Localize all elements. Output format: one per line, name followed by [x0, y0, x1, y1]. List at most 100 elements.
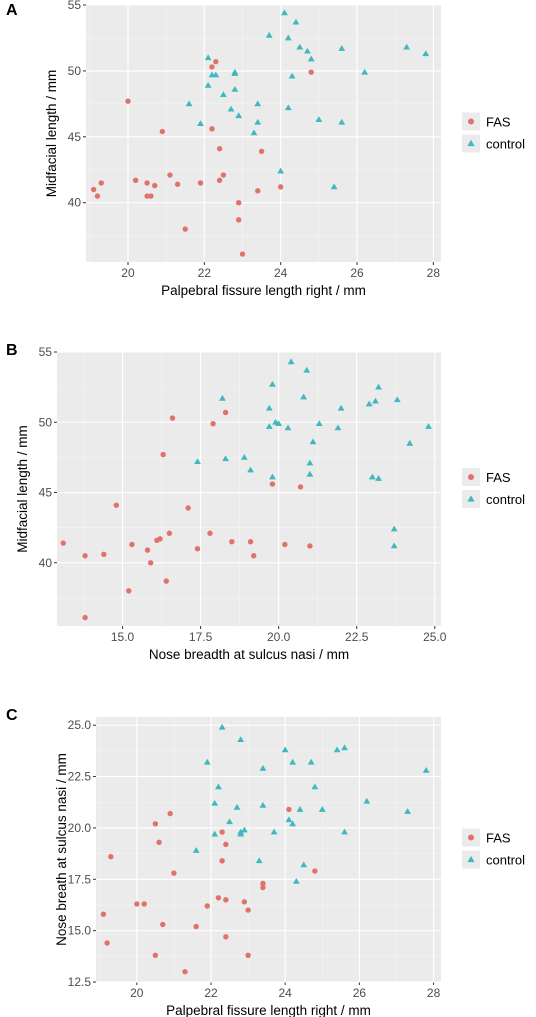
data-point-fas — [255, 188, 261, 194]
data-point-control — [270, 828, 278, 835]
data-point-control — [194, 458, 201, 464]
x-tick-label: 22 — [198, 266, 212, 280]
data-point-fas — [307, 543, 313, 549]
y-tick-label: 50 — [39, 415, 53, 429]
data-point-control — [288, 72, 296, 79]
data-point-control — [303, 47, 311, 54]
data-point-fas — [193, 923, 199, 930]
data-point-fas — [215, 895, 222, 901]
legend: FAS control — [462, 468, 525, 508]
y-tick-label: 12.5 — [68, 975, 92, 989]
data-point-fas — [297, 484, 304, 490]
data-point-control — [259, 764, 267, 771]
data-point-control — [425, 423, 432, 429]
x-tick-label: 15.0 — [111, 630, 135, 644]
data-point-control — [306, 459, 314, 466]
data-point-fas — [223, 841, 229, 848]
data-point-control — [292, 877, 300, 884]
y-tick-label: 25.0 — [68, 718, 92, 732]
data-point-fas — [185, 505, 191, 511]
x-tick-label: 25.0 — [423, 630, 447, 644]
y-axis-title: Midfacial length / mm — [15, 425, 30, 553]
data-point-fas — [209, 126, 215, 132]
legend-key-control — [467, 495, 475, 502]
data-point-fas — [129, 541, 135, 548]
data-point-control — [281, 9, 288, 16]
data-point-fas — [260, 880, 266, 887]
legend-key-fas — [468, 118, 474, 125]
y-tick-label: 55 — [39, 345, 53, 359]
y-tick-label: 50 — [68, 64, 82, 78]
data-point-control — [289, 758, 297, 765]
data-point-control — [235, 112, 243, 119]
x-tick-label: 28 — [427, 266, 441, 280]
data-point-fas — [209, 64, 215, 70]
data-point-control — [277, 167, 285, 174]
data-point-fas — [197, 180, 204, 186]
y-tick-label: 40 — [68, 196, 82, 210]
data-point-fas — [144, 193, 150, 199]
data-point-control — [185, 100, 193, 107]
data-point-fas — [60, 540, 66, 546]
data-point-fas — [286, 806, 292, 813]
data-point-fas — [241, 899, 248, 905]
data-point-control — [212, 71, 220, 78]
data-point-fas — [216, 177, 223, 183]
data-point-fas — [210, 420, 216, 427]
data-point-control — [341, 828, 348, 835]
legend-label-control: control — [486, 853, 525, 868]
data-point-control — [285, 816, 293, 823]
y-tick-label: 55 — [68, 0, 82, 12]
data-point-control — [203, 758, 211, 765]
data-point-control — [240, 826, 248, 833]
data-point-fas — [126, 588, 132, 594]
data-point-control — [338, 45, 346, 51]
x-tick-label: 20.0 — [267, 630, 291, 644]
data-point-control — [259, 801, 267, 808]
data-point-control — [296, 806, 304, 812]
data-point-fas — [220, 172, 227, 178]
data-point-control — [275, 420, 283, 427]
data-point-fas — [312, 868, 318, 874]
data-point-control — [255, 857, 263, 864]
data-point-control — [197, 120, 204, 126]
data-point-control — [215, 783, 222, 790]
data-point-control — [330, 183, 338, 190]
data-point-fas — [144, 547, 151, 553]
data-point-control — [269, 473, 276, 480]
data-point-control — [422, 50, 430, 57]
chart-panel-C: C 20 22 24 26 28 12.5 15.0 17.5 20.0 22.5 25.0 Palpe… — [6, 707, 525, 1017]
data-point-control — [306, 470, 314, 477]
y-axis-title: Nose breath at sulcus nasi / mm — [54, 753, 69, 946]
data-point-control — [296, 43, 304, 50]
y-tick-label: 22.5 — [68, 770, 92, 784]
x-tick-label: 22.5 — [345, 630, 369, 644]
data-point-fas — [104, 940, 110, 946]
data-point-control — [269, 380, 276, 387]
data-point-control — [287, 358, 295, 365]
data-point-fas — [258, 148, 265, 154]
data-point-fas — [156, 839, 162, 846]
data-point-control — [311, 783, 319, 790]
data-point-fas — [113, 502, 120, 508]
data-point-control — [303, 366, 311, 373]
data-point-control — [390, 525, 398, 532]
x-tick-label: 20 — [121, 266, 135, 280]
data-point-fas — [82, 614, 88, 621]
data-point-fas — [213, 58, 219, 65]
data-point-fas — [167, 810, 173, 817]
data-point-fas — [160, 921, 166, 928]
data-point-fas — [223, 934, 229, 940]
y-tick-label: 15.0 — [68, 924, 92, 938]
data-point-fas — [132, 177, 139, 183]
data-point-control — [192, 847, 200, 853]
data-point-control — [365, 400, 373, 407]
legend: FAS control — [462, 828, 525, 869]
data-point-control — [375, 475, 382, 481]
data-point-fas — [94, 193, 101, 199]
panel-label: A — [6, 2, 18, 19]
data-point-control — [284, 424, 292, 431]
data-point-control — [204, 81, 212, 88]
data-point-control — [338, 118, 346, 125]
